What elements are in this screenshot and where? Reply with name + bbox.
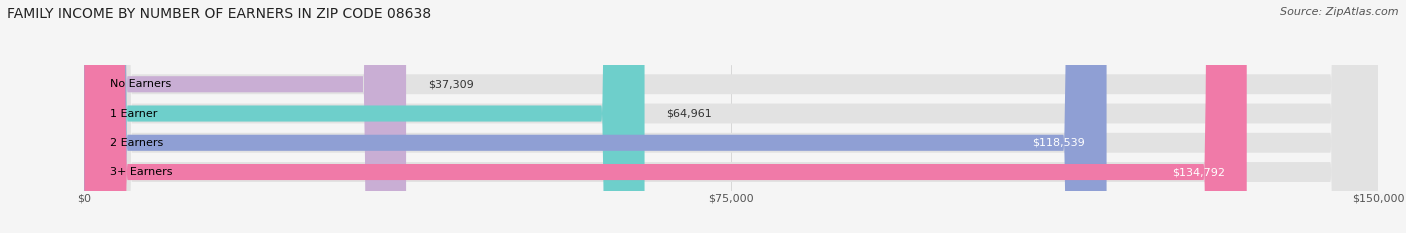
Text: $134,792: $134,792 [1173,167,1225,177]
FancyBboxPatch shape [84,0,406,233]
Text: FAMILY INCOME BY NUMBER OF EARNERS IN ZIP CODE 08638: FAMILY INCOME BY NUMBER OF EARNERS IN ZI… [7,7,432,21]
Text: Source: ZipAtlas.com: Source: ZipAtlas.com [1281,7,1399,17]
Text: $37,309: $37,309 [427,79,474,89]
Text: $64,961: $64,961 [666,109,711,119]
Text: 3+ Earners: 3+ Earners [110,167,173,177]
Text: $118,539: $118,539 [1032,138,1085,148]
FancyBboxPatch shape [84,0,644,233]
FancyBboxPatch shape [84,0,1378,233]
Text: 2 Earners: 2 Earners [110,138,163,148]
FancyBboxPatch shape [84,0,1378,233]
FancyBboxPatch shape [84,0,1378,233]
Text: 1 Earner: 1 Earner [110,109,157,119]
FancyBboxPatch shape [84,0,1378,233]
FancyBboxPatch shape [84,0,1247,233]
FancyBboxPatch shape [84,0,1107,233]
Text: No Earners: No Earners [110,79,172,89]
